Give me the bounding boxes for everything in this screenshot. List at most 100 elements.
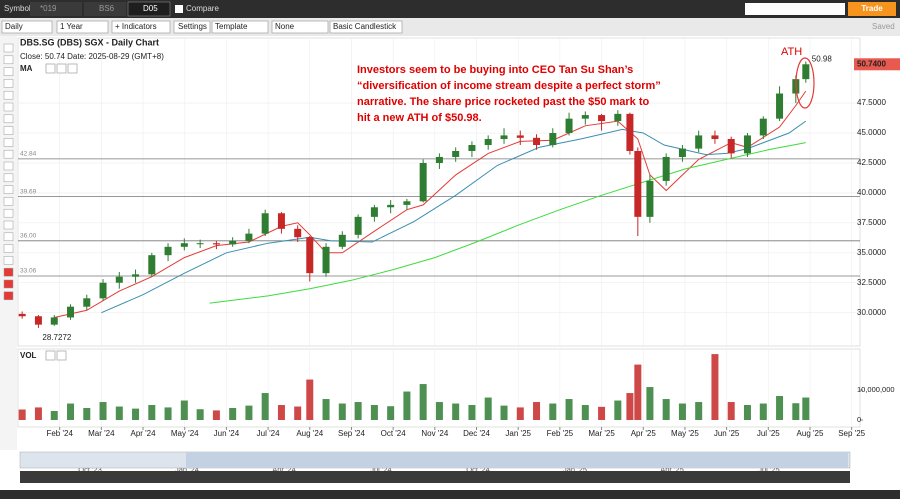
search-box[interactable] <box>745 3 845 15</box>
volume-bar <box>99 402 107 420</box>
tool-icon[interactable] <box>3 256 14 265</box>
tool-icon[interactable] <box>3 220 14 230</box>
candle-body <box>370 207 378 217</box>
trade-label[interactable]: Trade <box>861 4 883 13</box>
chart-style[interactable]: Basic Candlestick <box>333 22 397 31</box>
symbol-tab[interactable] <box>30 2 82 16</box>
candle-body <box>419 162 427 202</box>
icon[interactable] <box>56 350 67 361</box>
tool-icon[interactable] <box>3 185 14 194</box>
x-tick-label: May '24 <box>171 429 199 438</box>
symbol-tab-label[interactable]: BS6 <box>99 4 115 13</box>
volume-bar <box>776 396 784 420</box>
tool-icon[interactable] <box>3 208 14 218</box>
tool-icon[interactable] <box>3 173 14 183</box>
button[interactable] <box>111 20 171 34</box>
symbol-tab-label[interactable]: D05 <box>143 4 158 13</box>
button[interactable] <box>173 20 211 34</box>
candle-body <box>727 139 735 154</box>
none-option[interactable]: None <box>275 22 295 31</box>
scrollbar[interactable] <box>20 471 850 483</box>
symbol-tab[interactable] <box>84 2 126 16</box>
volume-bar <box>229 408 237 420</box>
dropdown[interactable] <box>271 20 329 34</box>
tool-icon[interactable] <box>3 114 14 124</box>
dropdown[interactable] <box>211 20 269 34</box>
icon[interactable] <box>67 63 78 74</box>
annotation: hit a new ATH of $50.98. <box>357 112 482 124</box>
volume-bar <box>261 393 269 420</box>
candle-body <box>695 135 703 149</box>
trade-button[interactable] <box>848 2 896 16</box>
candle-body <box>452 150 460 157</box>
volume-bar <box>387 406 395 420</box>
volume-bar <box>148 405 156 420</box>
moving-average <box>54 90 807 318</box>
tool-icon[interactable] <box>3 232 14 242</box>
icon[interactable] <box>45 63 56 74</box>
tool-icon[interactable] <box>3 291 14 301</box>
moving-average <box>101 120 807 314</box>
candle-body <box>533 137 541 146</box>
dropdown[interactable] <box>329 20 403 34</box>
tool-icon[interactable] <box>3 197 14 206</box>
candle-body <box>500 135 508 140</box>
tool-icon[interactable] <box>3 102 14 112</box>
level-label: 39.69 <box>20 188 37 195</box>
tool-icon[interactable] <box>3 279 14 289</box>
annotation: Investors seem to be buying into CEO Tan… <box>357 64 633 76</box>
volume-bar <box>196 409 204 420</box>
tool-icon[interactable] <box>3 43 14 53</box>
tool-icon[interactable] <box>3 149 14 159</box>
y-tick-label: 45.0000 <box>857 128 886 137</box>
volume-bar <box>626 393 634 420</box>
template[interactable]: Template <box>215 22 248 31</box>
range[interactable]: 1 Year <box>60 22 83 31</box>
x-tick-label: Dec '24 <box>463 429 490 438</box>
symbol-tab-label[interactable]: *019 <box>40 4 57 13</box>
dropdown[interactable] <box>1 20 53 34</box>
compare-checkbox[interactable] <box>175 5 183 13</box>
chart-title: DBS.SG (DBS) SGX - Daily Chart <box>20 37 159 47</box>
tool-icon[interactable] <box>3 138 14 147</box>
navigator-window[interactable] <box>186 452 848 468</box>
candle-body <box>484 139 492 146</box>
symbol-tab-active[interactable] <box>127 1 171 17</box>
tool-icon[interactable] <box>3 79 14 88</box>
tool-icon[interactable] <box>3 67 14 76</box>
dropdown[interactable] <box>56 20 109 34</box>
candle-body <box>549 133 557 146</box>
candle-body <box>67 306 75 318</box>
volume-bar <box>759 403 767 420</box>
interval[interactable]: Daily <box>5 22 23 31</box>
volume-bar <box>792 403 800 420</box>
candle-body <box>83 298 91 307</box>
y-tick-label: 30.0000 <box>857 308 886 317</box>
indicators[interactable]: + Indicators <box>115 22 157 31</box>
volume-bar <box>646 387 654 420</box>
icon[interactable] <box>45 350 56 361</box>
tool-icon[interactable] <box>3 55 14 65</box>
x-tick-label: Oct '24 <box>381 429 407 438</box>
compare-label[interactable]: Compare <box>186 4 219 13</box>
level-label: 36.00 <box>20 233 37 240</box>
volume-bar <box>354 402 362 420</box>
candle-body <box>802 64 810 80</box>
candle-body <box>743 135 751 154</box>
tool-icon[interactable] <box>3 90 14 100</box>
volume-bar <box>695 402 703 420</box>
moving-average <box>209 142 806 304</box>
candle-body <box>294 228 302 238</box>
candle-body <box>403 201 411 205</box>
symbols-label: Symbols: <box>4 4 37 13</box>
volume-bar <box>370 405 378 420</box>
settings[interactable]: Settings <box>178 22 207 31</box>
tool-icon[interactable] <box>3 161 14 171</box>
tool-icon[interactable] <box>3 244 14 253</box>
volume-bar <box>180 400 188 420</box>
tool-icon[interactable] <box>3 126 14 135</box>
volume-bar <box>322 399 330 420</box>
candle-body <box>261 213 269 234</box>
tool-icon[interactable] <box>3 267 14 277</box>
icon[interactable] <box>56 63 67 74</box>
